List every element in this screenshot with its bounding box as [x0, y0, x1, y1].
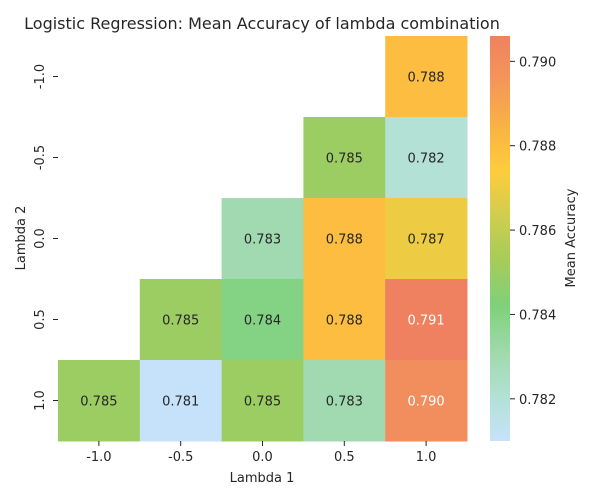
- cell-value-label: 0.785: [244, 395, 281, 410]
- heatmap-cells: 0.788 0.785 0.782 0.783 0.788 0.787 0.785 0.784…: [58, 36, 468, 442]
- y-axis-label: Lambda 2: [14, 206, 29, 271]
- heatmap-cell: [385, 198, 468, 280]
- colorbar-tick-label: 0.784: [519, 308, 556, 323]
- colorbar-gradient: [490, 36, 510, 441]
- cell-value-label: 0.788: [407, 71, 444, 86]
- cell-value-label: 0.788: [326, 314, 363, 329]
- heatmap-cell: [139, 360, 223, 442]
- colorbar-tick-label: 0.790: [519, 55, 556, 70]
- colorbar-tick-label: 0.788: [519, 140, 556, 155]
- y-tick-label: -1.0: [33, 64, 48, 89]
- cell-value-label: 0.791: [407, 314, 444, 329]
- cell-value-label: 0.782: [407, 152, 444, 167]
- chart-title: Logistic Regression: Mean Accuracy of la…: [24, 14, 500, 33]
- colorbar-tick-label: 0.782: [519, 393, 556, 408]
- heatmap-cell: [221, 279, 304, 361]
- cell-value-label: 0.787: [407, 233, 444, 248]
- cell-value-label: 0.783: [326, 395, 363, 410]
- y-tick-label: 0.0: [33, 228, 48, 249]
- heatmap-cell: [385, 360, 468, 442]
- heatmap-cell: [385, 36, 468, 118]
- x-tick-label: -1.0: [86, 450, 111, 465]
- x-tick-label: 0.0: [252, 450, 273, 465]
- y-tick-label: 0.5: [33, 309, 48, 330]
- y-axis: -1.0 -0.5 0.0 0.5 1.0: [33, 64, 58, 411]
- heatmap-cell: [303, 117, 386, 199]
- x-tick-label: 1.0: [416, 450, 437, 465]
- y-tick-label: 1.0: [33, 390, 48, 411]
- cell-value-label: 0.781: [162, 395, 199, 410]
- heatmap-cell: [139, 279, 223, 361]
- cell-value-label: 0.784: [244, 314, 281, 329]
- colorbar: 0.782 0.784 0.786 0.788 0.790 Mean Accuracy: [490, 36, 579, 441]
- cell-value-label: 0.790: [407, 395, 444, 410]
- cell-value-label: 0.783: [244, 233, 281, 248]
- x-axis: -1.0 -0.5 0.0 0.5 1.0: [86, 441, 436, 465]
- heatmap-cell: [303, 198, 386, 280]
- heatmap-cell: [303, 279, 386, 361]
- x-axis-label: Lambda 1: [230, 471, 295, 486]
- heatmap-cell: [385, 117, 468, 199]
- heatmap-cell: [221, 198, 304, 280]
- y-tick-label: -0.5: [33, 145, 48, 170]
- cell-value-label: 0.785: [162, 314, 199, 329]
- colorbar-tick-label: 0.786: [519, 224, 556, 239]
- heatmap-cell: [221, 360, 304, 442]
- heatmap-cell: [385, 279, 468, 361]
- x-tick-label: 0.5: [334, 450, 355, 465]
- cell-value-label: 0.788: [326, 233, 363, 248]
- colorbar-ticks: 0.782 0.784 0.786 0.788 0.790: [510, 55, 556, 408]
- cell-value-label: 0.785: [326, 152, 363, 167]
- x-tick-label: -0.5: [168, 450, 193, 465]
- cell-value-label: 0.785: [80, 395, 117, 410]
- heatmap-cell: [303, 360, 386, 442]
- heatmap-cell: [58, 360, 141, 442]
- colorbar-label: Mean Accuracy: [564, 188, 579, 287]
